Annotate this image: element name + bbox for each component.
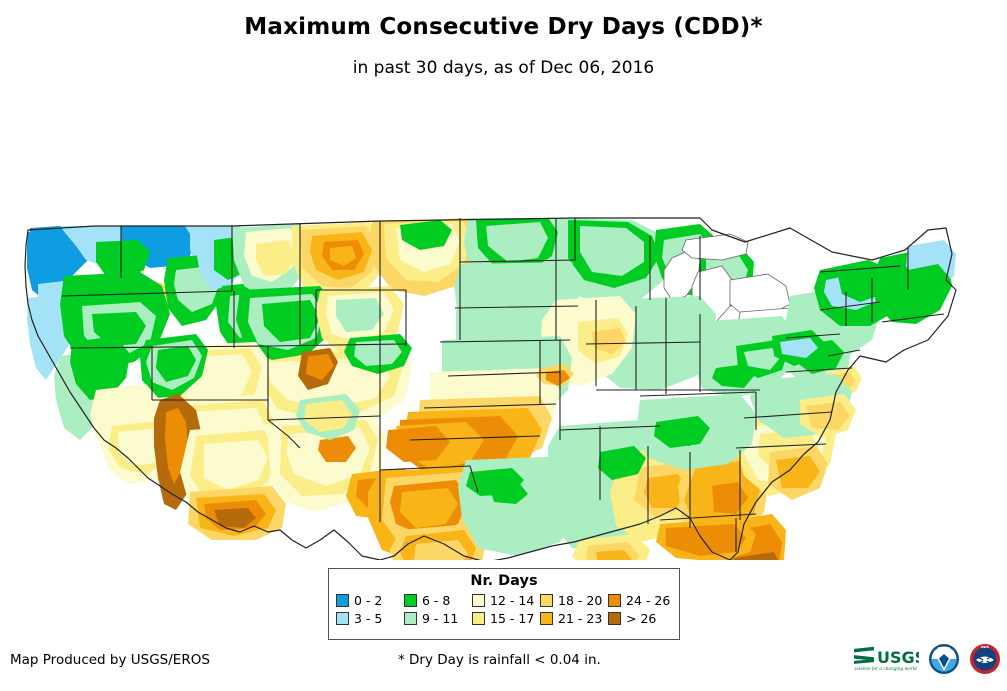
map-data-layer [27,218,956,560]
usgs-logo: USGS science for a changing world [854,646,919,672]
us-cdd-choropleth-map [24,217,957,560]
map-container [0,100,1007,560]
legend-column-5: 24 - 26 > 26 [608,593,672,626]
legend-swatch-0-2 [336,594,349,607]
legend-swatch-18-20 [540,594,553,607]
legend-item-0-2: 0 - 2 [336,593,400,608]
agency-logos: USGS science for a changing world NOAA N… [853,637,1001,681]
legend-swatch-9-11 [404,612,417,625]
legend-label-18-20: 18 - 20 [558,593,603,608]
legend-column-4: 18 - 20 21 - 23 [540,593,604,626]
legend-item-over-26: > 26 [608,611,672,626]
map-credit: Map Produced by USGS/EROS [10,652,210,668]
legend-label-6-8: 6 - 8 [422,593,451,608]
legend-swatch-24-26 [608,594,621,607]
national-weather-service-logo: NWS [970,644,1000,674]
legend-item-3-5: 3 - 5 [336,611,400,626]
legend-swatch-over-26 [608,612,621,625]
legend-column-2: 6 - 8 9 - 11 [404,593,468,626]
legend-label-over-26: > 26 [626,611,657,626]
noaa-logo: NOAA [929,644,959,674]
legend-item-18-20: 18 - 20 [540,593,604,608]
map-legend: Nr. Days 0 - 2 3 - 5 6 - 8 9 - 11 [328,568,680,640]
legend-swatch-21-23 [540,612,553,625]
legend-swatch-15-17 [472,612,485,625]
legend-label-12-14: 12 - 14 [490,593,535,608]
legend-items-grid: 0 - 2 3 - 5 6 - 8 9 - 11 12 - 14 [329,593,679,630]
legend-label-21-23: 21 - 23 [558,611,603,626]
svg-text:NWS: NWS [981,645,989,649]
legend-swatch-12-14 [472,594,485,607]
page-subtitle: in past 30 days, as of Dec 06, 2016 [352,58,655,78]
map-footnote: * Dry Day is rainfall < 0.04 in. [398,652,601,668]
legend-label-24-26: 24 - 26 [626,593,671,608]
svg-text:USGS: USGS [877,648,919,667]
legend-item-24-26: 24 - 26 [608,593,672,608]
state-boundaries-layer [24,217,957,560]
legend-label-9-11: 9 - 11 [422,611,459,626]
svg-text:NOAA: NOAA [938,647,952,652]
legend-label-15-17: 15 - 17 [490,611,535,626]
legend-item-6-8: 6 - 8 [404,593,468,608]
legend-item-12-14: 12 - 14 [472,593,536,608]
legend-item-9-11: 9 - 11 [404,611,468,626]
legend-label-3-5: 3 - 5 [354,611,383,626]
svg-text:science for a changing world: science for a changing world [855,667,918,672]
legend-column-1: 0 - 2 3 - 5 [336,593,400,626]
page-title: Maximum Consecutive Dry Days (CDD)* [244,14,763,40]
legend-column-3: 12 - 14 15 - 17 [472,593,536,626]
legend-swatch-6-8 [404,594,417,607]
legend-label-0-2: 0 - 2 [354,593,383,608]
legend-swatch-3-5 [336,612,349,625]
legend-title: Nr. Days [470,573,538,589]
legend-item-15-17: 15 - 17 [472,611,536,626]
legend-item-21-23: 21 - 23 [540,611,604,626]
